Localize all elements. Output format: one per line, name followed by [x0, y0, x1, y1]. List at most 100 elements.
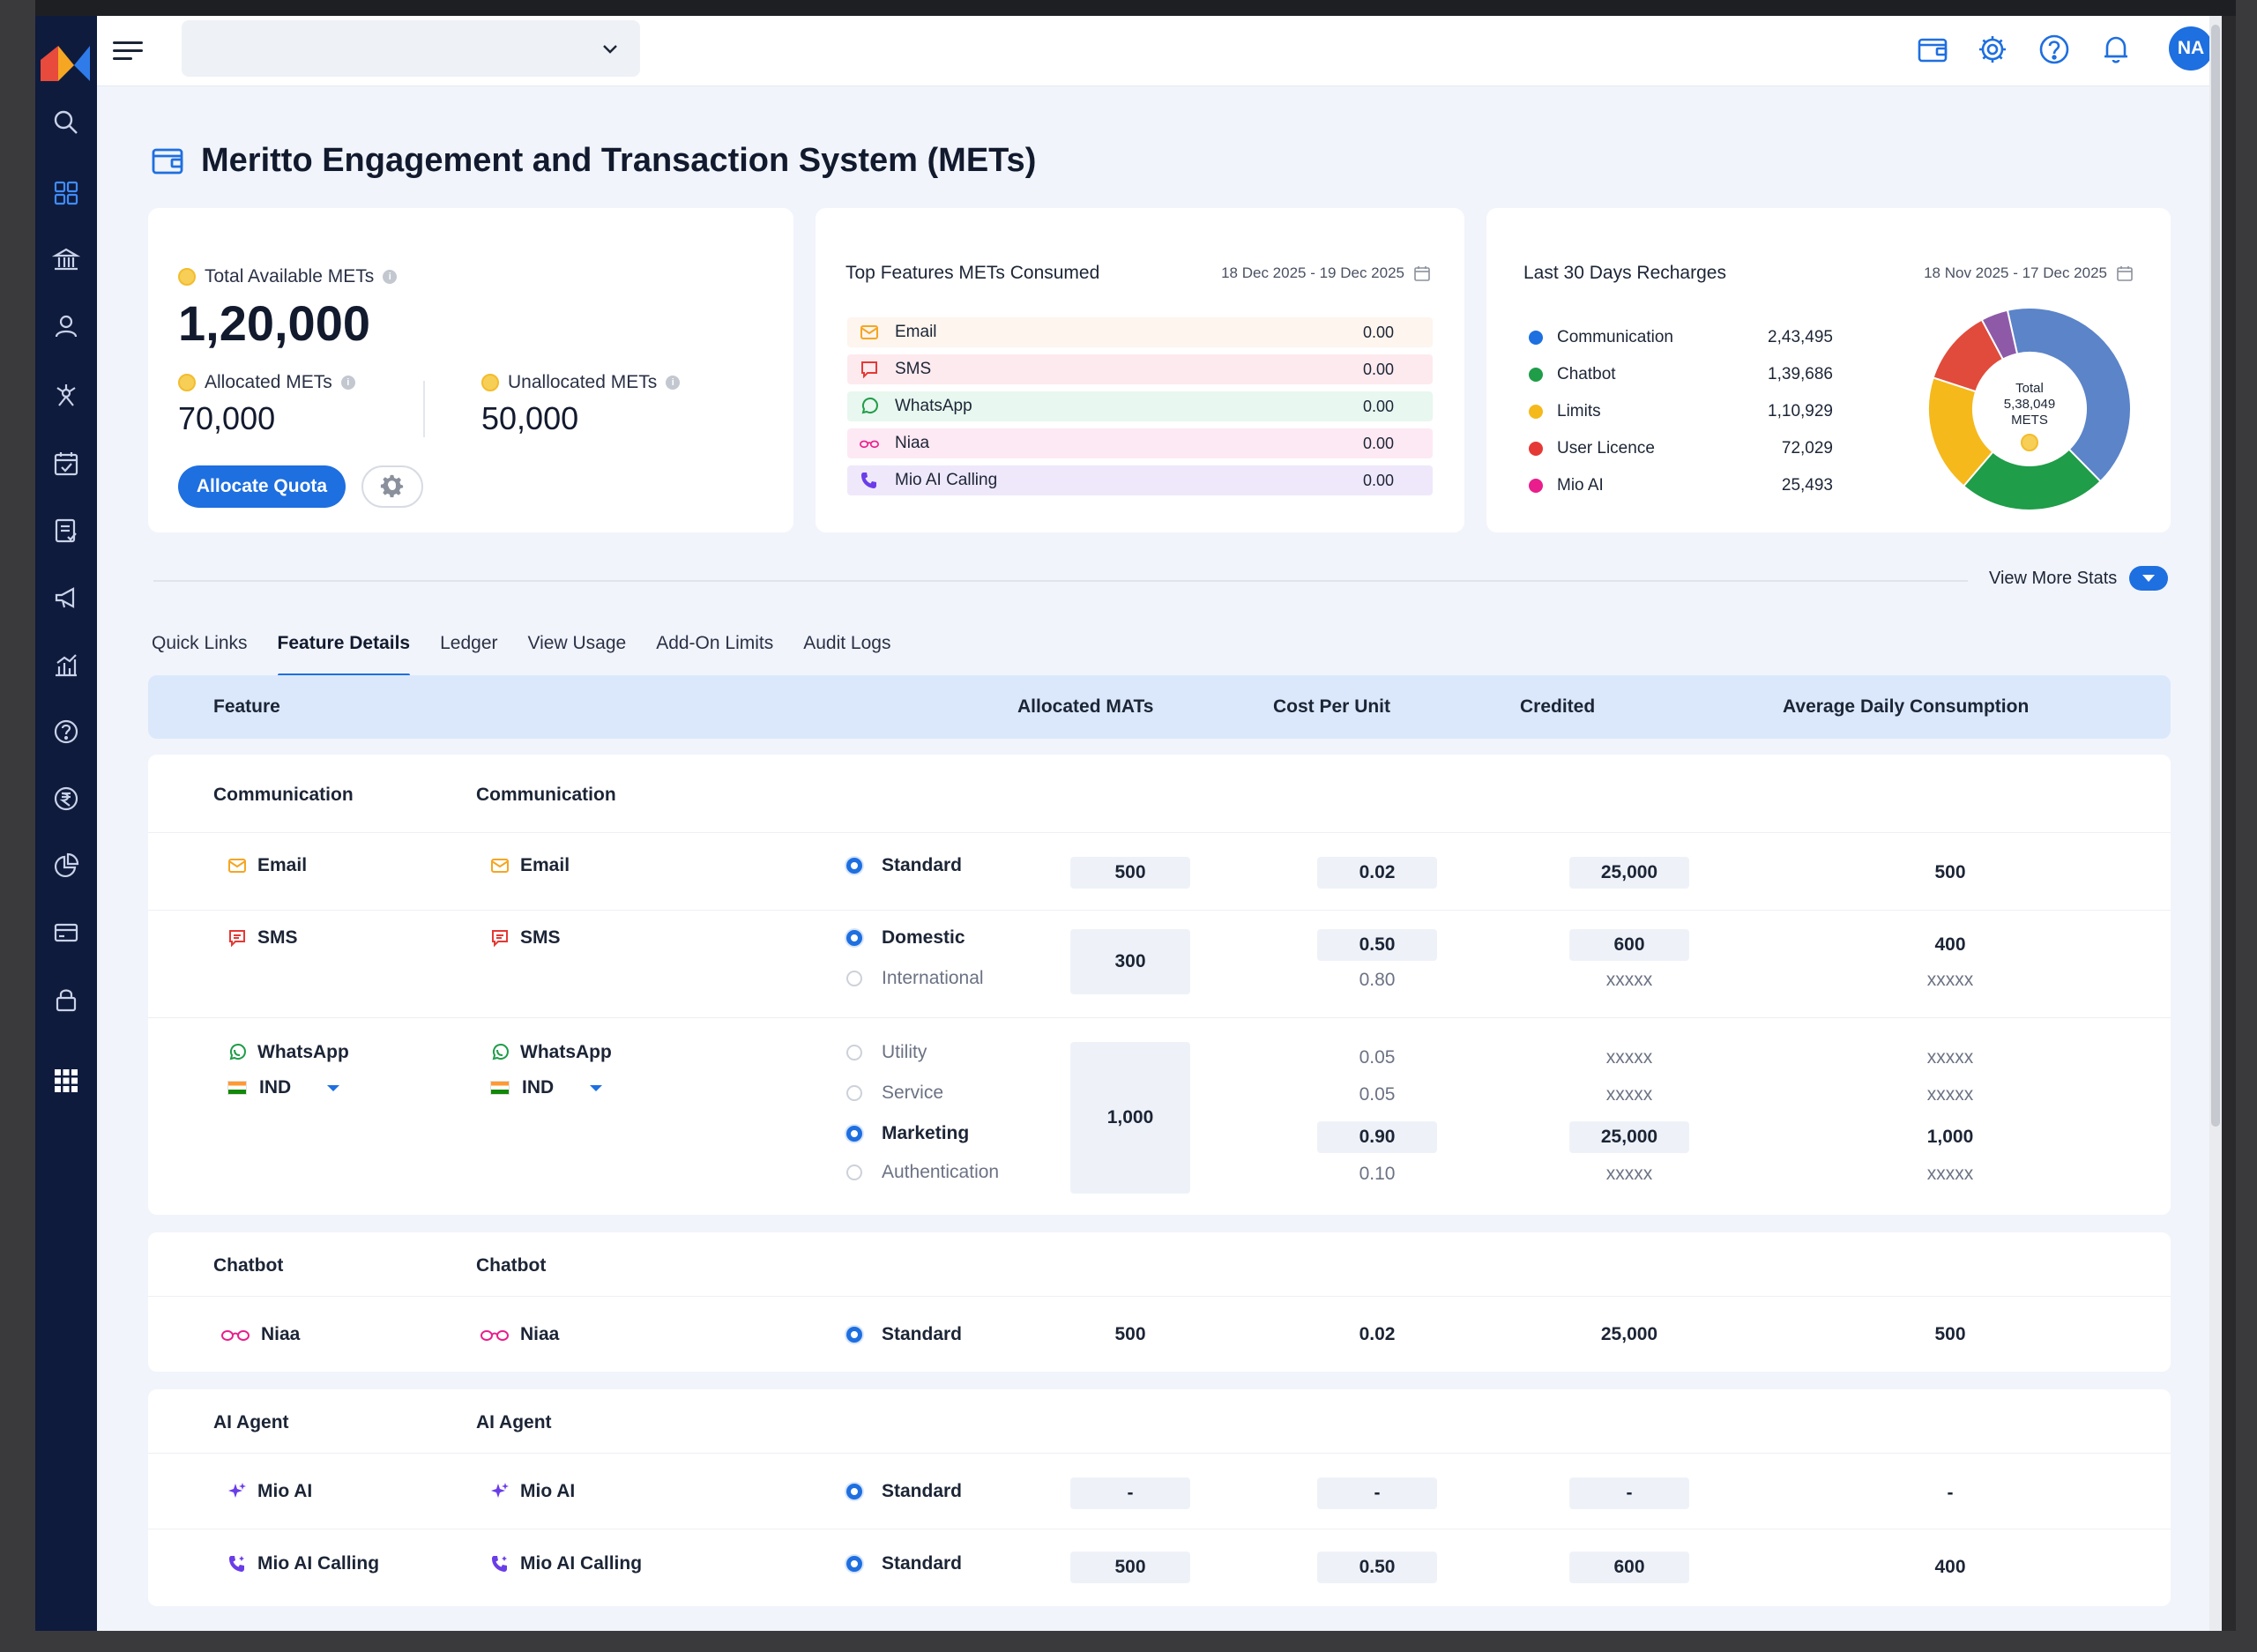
task-list-icon[interactable] — [46, 510, 86, 551]
radio-unselected[interactable] — [846, 1165, 862, 1180]
tab-ledger[interactable]: Ledger — [440, 633, 498, 653]
meritto-logo[interactable] — [39, 28, 93, 95]
subfeature-niaa: Niaa — [480, 1324, 559, 1345]
plan-option[interactable]: International — [846, 968, 984, 989]
phone-ai-icon — [490, 1554, 510, 1574]
radio-selected[interactable] — [846, 1126, 862, 1142]
radio-unselected[interactable] — [846, 1045, 862, 1060]
allocated-value[interactable]: 1,000 — [1070, 1042, 1190, 1194]
radio-selected[interactable] — [846, 858, 862, 874]
help-icon[interactable] — [46, 711, 86, 752]
allocated-value[interactable]: 500 — [1070, 1552, 1190, 1583]
total-label: Total Available METs — [205, 266, 375, 286]
help-circle-icon[interactable] — [2035, 30, 2074, 69]
scrollbar-thumb[interactable] — [2211, 25, 2220, 1127]
cost-value[interactable]: 0.50 — [1317, 1552, 1437, 1583]
country-select[interactable]: IND — [490, 1077, 605, 1098]
plan-option[interactable]: Standard — [846, 1553, 962, 1574]
subfeature-sms: SMS — [490, 927, 561, 949]
apps-grid-icon[interactable] — [46, 1060, 86, 1101]
cost-value[interactable]: 0.50 — [1317, 929, 1437, 961]
plan-label: International — [882, 968, 984, 988]
allocated-value[interactable]: 300 — [1070, 929, 1190, 994]
recharges-date-range[interactable]: 18 Nov 2025 - 17 Dec 2025 — [1924, 264, 2134, 282]
india-flag-icon — [227, 1081, 247, 1095]
lock-icon[interactable] — [46, 979, 86, 1020]
feature-name: SMS — [520, 927, 561, 948]
credited-value[interactable]: - — [1569, 1477, 1689, 1509]
bell-icon[interactable] — [2097, 30, 2135, 69]
plan-option[interactable]: Marketing — [846, 1123, 969, 1144]
avg-value: xxxxx — [1926, 970, 1974, 990]
tab-view-usage[interactable]: View Usage — [527, 633, 627, 653]
analytics-icon[interactable] — [46, 644, 86, 685]
plan-option[interactable]: Utility — [846, 1042, 927, 1063]
billing-icon[interactable] — [46, 912, 86, 953]
tab-add-on-limits[interactable]: Add-On Limits — [656, 633, 774, 653]
radio-selected[interactable] — [846, 1327, 862, 1343]
plan-option[interactable]: Standard — [846, 1324, 962, 1345]
plan-option[interactable]: Domestic — [846, 927, 965, 949]
plan-option[interactable]: Authentication — [846, 1162, 999, 1183]
tab-audit-logs[interactable]: Audit Logs — [803, 633, 891, 653]
info-icon[interactable]: i — [340, 376, 355, 390]
donut-slice[interactable] — [1962, 448, 2102, 511]
scrollbar[interactable] — [2209, 16, 2222, 1631]
tab-quick-links[interactable]: Quick Links — [152, 633, 248, 653]
cost-value[interactable]: 0.02 — [1317, 857, 1437, 889]
network-icon[interactable] — [46, 375, 86, 415]
credited-value[interactable]: 25,000 — [1569, 857, 1689, 889]
donut-slice[interactable] — [2006, 307, 2132, 483]
tab-feature-details[interactable]: Feature Details — [277, 633, 410, 677]
info-icon[interactable]: i — [666, 376, 681, 390]
wallet-icon[interactable] — [1913, 30, 1952, 69]
sub-group-label: AI Agent — [476, 1412, 552, 1432]
feature-name: Email — [257, 855, 308, 875]
unallocated-value: 50,000 — [481, 400, 579, 436]
sub-group-label: Chatbot — [476, 1255, 547, 1276]
legend-dot — [1529, 479, 1543, 493]
legend-label: Mio AI — [1557, 476, 1604, 495]
top-feature-row: SMS 0.00 — [847, 354, 1433, 384]
sms-icon — [490, 928, 510, 948]
institution-icon[interactable] — [46, 239, 86, 279]
radio-selected[interactable] — [846, 930, 862, 946]
avatar[interactable]: NA — [2169, 26, 2213, 71]
feature-niaa: Niaa — [220, 1324, 300, 1345]
plan-label: Domestic — [882, 927, 965, 948]
quota-settings-button[interactable] — [361, 465, 423, 508]
settings-icon[interactable] — [1973, 30, 2012, 69]
allocated-value[interactable]: - — [1070, 1477, 1190, 1509]
calendar-check-icon[interactable] — [46, 443, 86, 484]
info-icon[interactable]: i — [383, 270, 398, 284]
top-features-date-range[interactable]: 18 Dec 2025 - 19 Dec 2025 — [1221, 264, 1431, 282]
plan-option[interactable]: Standard — [846, 1481, 962, 1502]
country-select[interactable]: IND — [227, 1077, 342, 1098]
rupee-icon[interactable] — [46, 778, 86, 819]
radio-unselected[interactable] — [846, 1085, 862, 1101]
radio-unselected[interactable] — [846, 971, 862, 986]
org-select[interactable] — [182, 20, 640, 77]
pie-chart-icon[interactable] — [46, 845, 86, 886]
donut-slice[interactable] — [1980, 309, 2019, 361]
allocated-value[interactable]: 500 — [1070, 857, 1190, 889]
search-icon[interactable] — [46, 102, 86, 143]
window-frame-right — [2236, 0, 2257, 1652]
plan-option[interactable]: Service — [846, 1083, 943, 1104]
radio-selected[interactable] — [846, 1484, 862, 1499]
user-icon[interactable] — [46, 306, 86, 346]
credited-value[interactable]: 600 — [1569, 1552, 1689, 1583]
credited-value[interactable]: 25,000 — [1569, 1121, 1689, 1153]
cost-value[interactable]: 0.90 — [1317, 1121, 1437, 1153]
plan-option[interactable]: Standard — [846, 855, 962, 876]
feature-name: Mio AI Calling — [257, 1553, 380, 1574]
cost-value[interactable]: - — [1317, 1477, 1437, 1509]
megaphone-icon[interactable] — [46, 577, 86, 618]
view-more-stats[interactable]: View More Stats — [1989, 566, 2169, 591]
credited-value[interactable]: 600 — [1569, 929, 1689, 961]
plan-label: Standard — [882, 855, 963, 875]
dashboard-icon[interactable] — [46, 173, 86, 213]
radio-selected[interactable] — [846, 1556, 862, 1572]
menu-icon[interactable] — [111, 35, 146, 67]
allocate-quota-button[interactable]: Allocate Quota — [178, 465, 346, 508]
